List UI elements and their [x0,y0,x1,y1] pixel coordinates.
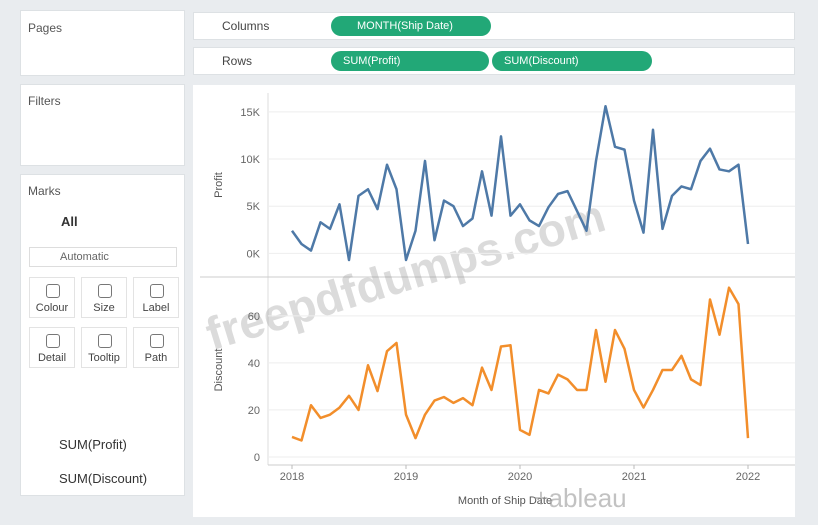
pages-title: Pages [28,21,63,35]
marks-panel: Marks All Automatic Colour Size Label De… [20,174,185,496]
logo: +ableau [533,483,626,513]
y-tick-label: 10K [240,154,260,166]
size-button[interactable]: Size [81,277,127,318]
colour-button[interactable]: Colour [29,277,75,318]
button-label: Label [142,302,170,314]
line-series [291,286,750,442]
y-tick-label: 0 [254,452,260,464]
rows-label: Rows [222,54,253,68]
x-tick-label: 2021 [622,471,646,483]
y-tick-label: 0K [247,248,261,260]
button-label: Detail [37,352,67,364]
x-axis-title: Month of Ship Date [458,495,552,507]
path-button[interactable]: Path [133,327,179,368]
y-tick-label: 20 [248,405,260,417]
field-discount[interactable]: SUM(Discount) [59,471,148,486]
row-pill[interactable]: SUM(Discount) [492,51,652,71]
chart: Profit Discount Month of Ship Date freep… [193,85,795,517]
y-tick-label: 40 [248,358,260,370]
rows-shelf: Rows SUM(Profit) SUM(Discount) [193,47,795,75]
filters-title: Filters [28,94,61,108]
filters-panel: Filters [20,84,185,166]
button-label: Path [144,352,168,364]
tooltip-button[interactable]: Tooltip [81,327,127,368]
all-marks[interactable]: All [61,214,78,229]
column-pill[interactable]: MONTH(Ship Date) [331,16,491,36]
y-tick-label: 15K [240,107,260,119]
detail-button[interactable]: Detail [29,327,75,368]
x-tick-label: 2018 [280,471,304,483]
columns-shelf: Columns MONTH(Ship Date) [193,12,795,40]
columns-label: Columns [222,19,270,33]
field-profit[interactable]: SUM(Profit) [59,437,127,452]
button-label: Tooltip [88,352,120,364]
button-label: Colour [35,302,69,314]
x-tick-label: 2020 [508,471,532,483]
y-axis-title: Profit [213,172,225,198]
y-tick-label: 60 [248,311,260,323]
x-tick-label: 2019 [394,471,418,483]
row-pill[interactable]: SUM(Profit) [331,51,489,71]
marks-title: Marks [28,184,61,198]
line-series [290,104,750,262]
y2-axis-title: Discount [213,349,225,392]
x-tick-label: 2022 [736,471,760,483]
mark-type-dropdown[interactable]: Automatic [29,247,177,267]
label-button[interactable]: Label [133,277,179,318]
watermark: freepdfdumps.com [200,189,611,360]
pages-panel: Pages [20,10,185,76]
y-tick-label: 5K [247,201,261,213]
button-label: Size [93,302,115,314]
